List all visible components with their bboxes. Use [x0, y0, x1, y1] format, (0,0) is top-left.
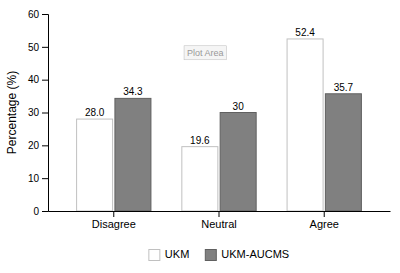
y-tick-mark [42, 211, 48, 212]
x-axis: Disagree Neutral Agree [49, 211, 391, 230]
x-tick: Disagree [92, 211, 136, 230]
legend-label: UKM-AUCMS [221, 248, 289, 260]
bars [77, 39, 362, 211]
y-tick: 60 [28, 9, 48, 20]
data-label: 52.4 [295, 27, 315, 38]
y-tick-label: 30 [28, 107, 40, 118]
data-label: 30 [233, 101, 245, 112]
y-tick: 30 [28, 107, 48, 118]
data-label: 28.0 [85, 107, 105, 118]
data-labels: 28.0 19.6 52.4 34.3 30 35.7 [85, 27, 354, 146]
legend-item: UKM [149, 248, 189, 261]
y-tick-mark [42, 80, 48, 81]
x-tick-label: Disagree [92, 218, 136, 230]
y-tick-label: 20 [28, 140, 40, 151]
x-tick-label: Neutral [201, 218, 236, 230]
data-label: 35.7 [334, 82, 354, 93]
y-tick-mark [42, 14, 48, 15]
y-axis: 0 10 20 30 40 50 60 [28, 9, 49, 217]
y-tick-label: 10 [28, 173, 40, 184]
y-tick-label: 40 [28, 74, 40, 85]
data-label: 34.3 [123, 86, 143, 97]
x-tick-label: Agree [310, 218, 339, 230]
bar [182, 147, 218, 211]
y-tick: 0 [33, 206, 48, 217]
y-tick-label: 50 [28, 42, 40, 53]
y-tick-label: 60 [28, 9, 40, 20]
x-tick-mark [113, 211, 114, 217]
chart: 0 10 20 30 40 50 60 Disagree Neutral Agree 28.0 19.… [0, 0, 400, 273]
y-tick: 10 [28, 173, 48, 184]
y-tick: 40 [28, 74, 48, 85]
bar [220, 113, 256, 212]
y-tick: 20 [28, 140, 48, 151]
data-label: 19.6 [190, 135, 210, 146]
y-tick-mark [42, 113, 48, 114]
y-tick-mark [42, 47, 48, 48]
x-tick-mark [219, 211, 220, 217]
x-tick-mark [324, 211, 325, 217]
legend-swatch [149, 250, 160, 261]
x-tick: Agree [310, 211, 339, 230]
plot: 0 10 20 30 40 50 60 Disagree Neutral Agree 28.0 19.… [28, 9, 391, 230]
y-tick-mark [42, 145, 48, 146]
bar [287, 39, 323, 211]
annotation: Plot Area [184, 46, 227, 60]
bar [325, 94, 361, 211]
bar [115, 98, 151, 211]
legend-swatch [205, 250, 216, 261]
bar [77, 119, 113, 211]
annotation-box [184, 46, 227, 60]
y-tick-mark [42, 178, 48, 179]
legend-label: UKM [165, 248, 189, 260]
legend-item: UKM-AUCMS [205, 248, 289, 261]
y-tick: 50 [28, 42, 48, 53]
y-axis-title: Percentage (%) [5, 71, 19, 154]
y-tick-label: 0 [33, 206, 39, 217]
y-axis-line [42, 15, 49, 212]
legend: UKM UKM-AUCMS [149, 248, 289, 261]
annotation-text: Plot Area [187, 48, 224, 58]
x-tick: Neutral [201, 211, 236, 230]
